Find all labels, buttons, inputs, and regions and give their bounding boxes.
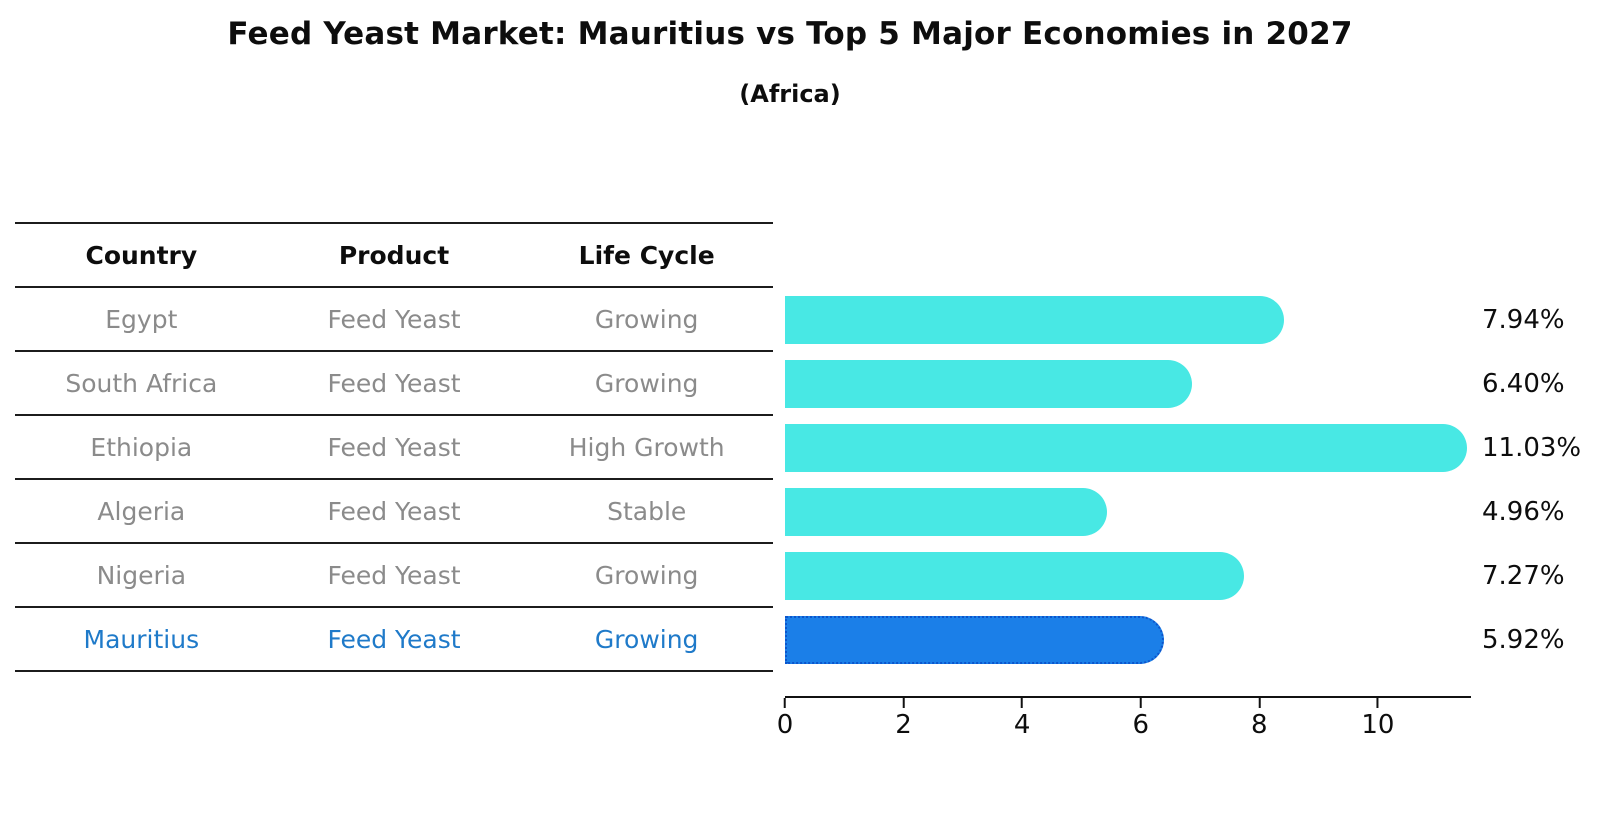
- value-label-mauritius: 5.92%: [1482, 625, 1565, 655]
- country-cell: Egypt: [105, 304, 178, 334]
- product-cell: Feed Yeast: [327, 368, 461, 398]
- x-axis-tick: 6: [1132, 698, 1149, 740]
- bar-ethiopia: [785, 424, 1467, 472]
- table-row-ethiopia: Ethiopia Feed Yeast High Growth: [15, 416, 773, 480]
- column-header-product: Product: [338, 240, 450, 270]
- tick-label: 4: [1013, 710, 1031, 740]
- bar-nigeria: [785, 552, 1244, 600]
- bar-row-ethiopia: [785, 416, 1471, 480]
- tick-label: 2: [895, 710, 912, 740]
- table-row-algeria: Algeria Feed Yeast Stable: [15, 480, 773, 544]
- life-cycle-cell: Growing: [594, 560, 699, 590]
- bar-mauritius-highlighted: [785, 616, 1164, 664]
- bar-row-south-africa: [785, 352, 1471, 416]
- value-label-column: 7.94% 6.40% 11.03% 4.96% 7.27% 5.92%: [1482, 288, 1602, 672]
- column-header-life-cycle: Life Cycle: [578, 240, 715, 270]
- column-header-country: Country: [85, 240, 198, 270]
- table-row-egypt: Egypt Feed Yeast Growing: [15, 288, 773, 352]
- country-cell: Algeria: [97, 496, 186, 526]
- tick-mark: [1258, 698, 1261, 708]
- tick-label: 8: [1251, 710, 1268, 740]
- tick-mark: [1021, 698, 1024, 708]
- tick-label: 6: [1132, 710, 1150, 740]
- tick-mark: [1139, 698, 1142, 708]
- product-cell: Feed Yeast: [327, 496, 461, 526]
- x-axis-tick: 8: [1251, 698, 1268, 740]
- tick-label: 0: [776, 710, 794, 740]
- tick-mark: [1376, 698, 1379, 708]
- bar-south-africa: [785, 360, 1192, 408]
- product-cell: Feed Yeast: [327, 304, 461, 334]
- bar-row-algeria: [785, 480, 1471, 544]
- life-cycle-cell: Growing: [594, 368, 699, 398]
- bar-row-nigeria: [785, 544, 1471, 608]
- table-row-south-africa: South Africa Feed Yeast Growing: [15, 352, 773, 416]
- life-cycle-cell: Growing: [594, 304, 699, 334]
- x-axis-tick: 4: [1013, 698, 1031, 740]
- x-axis-tick: 10: [1361, 698, 1394, 740]
- value-label-egypt: 7.94%: [1482, 305, 1565, 335]
- x-axis-tick: 0: [776, 698, 794, 740]
- country-cell: South Africa: [65, 368, 218, 398]
- table-row-nigeria: Nigeria Feed Yeast Growing: [15, 544, 773, 608]
- country-table: Country Product Life Cycle Egypt Feed Ye…: [15, 222, 773, 672]
- life-cycle-cell: Growing: [594, 624, 699, 654]
- bar-algeria: [785, 488, 1107, 536]
- bar-egypt: [785, 296, 1284, 344]
- tick-mark: [783, 698, 786, 708]
- chart-subtitle: (Africa): [739, 80, 841, 108]
- tick-label: 10: [1361, 710, 1395, 740]
- life-cycle-cell: High Growth: [568, 432, 725, 462]
- bar-row-mauritius: [785, 608, 1471, 672]
- value-label-south-africa: 6.40%: [1482, 369, 1565, 399]
- value-label-nigeria: 7.27%: [1482, 561, 1565, 591]
- country-cell: Mauritius: [83, 624, 200, 654]
- product-cell: Feed Yeast: [327, 432, 461, 462]
- product-cell: Feed Yeast: [327, 624, 461, 654]
- value-label-algeria: 4.96%: [1482, 497, 1565, 527]
- value-label-ethiopia: 11.03%: [1482, 433, 1582, 463]
- chart-title: Feed Yeast Market: Mauritius vs Top 5 Ma…: [227, 16, 1353, 52]
- product-cell: Feed Yeast: [327, 560, 461, 590]
- x-axis-tick: 2: [895, 698, 912, 740]
- bar-row-egypt: [785, 288, 1471, 352]
- table-header-row: Country Product Life Cycle: [15, 222, 773, 288]
- country-cell: Nigeria: [96, 560, 187, 590]
- life-cycle-cell: Stable: [607, 496, 687, 526]
- country-cell: Ethiopia: [90, 432, 193, 462]
- x-axis: 0 2 4 6 8 10: [777, 696, 1471, 740]
- table-row-mauritius: Mauritius Feed Yeast Growing: [15, 608, 773, 672]
- bar-plot-area: [785, 288, 1471, 672]
- tick-mark: [902, 698, 905, 708]
